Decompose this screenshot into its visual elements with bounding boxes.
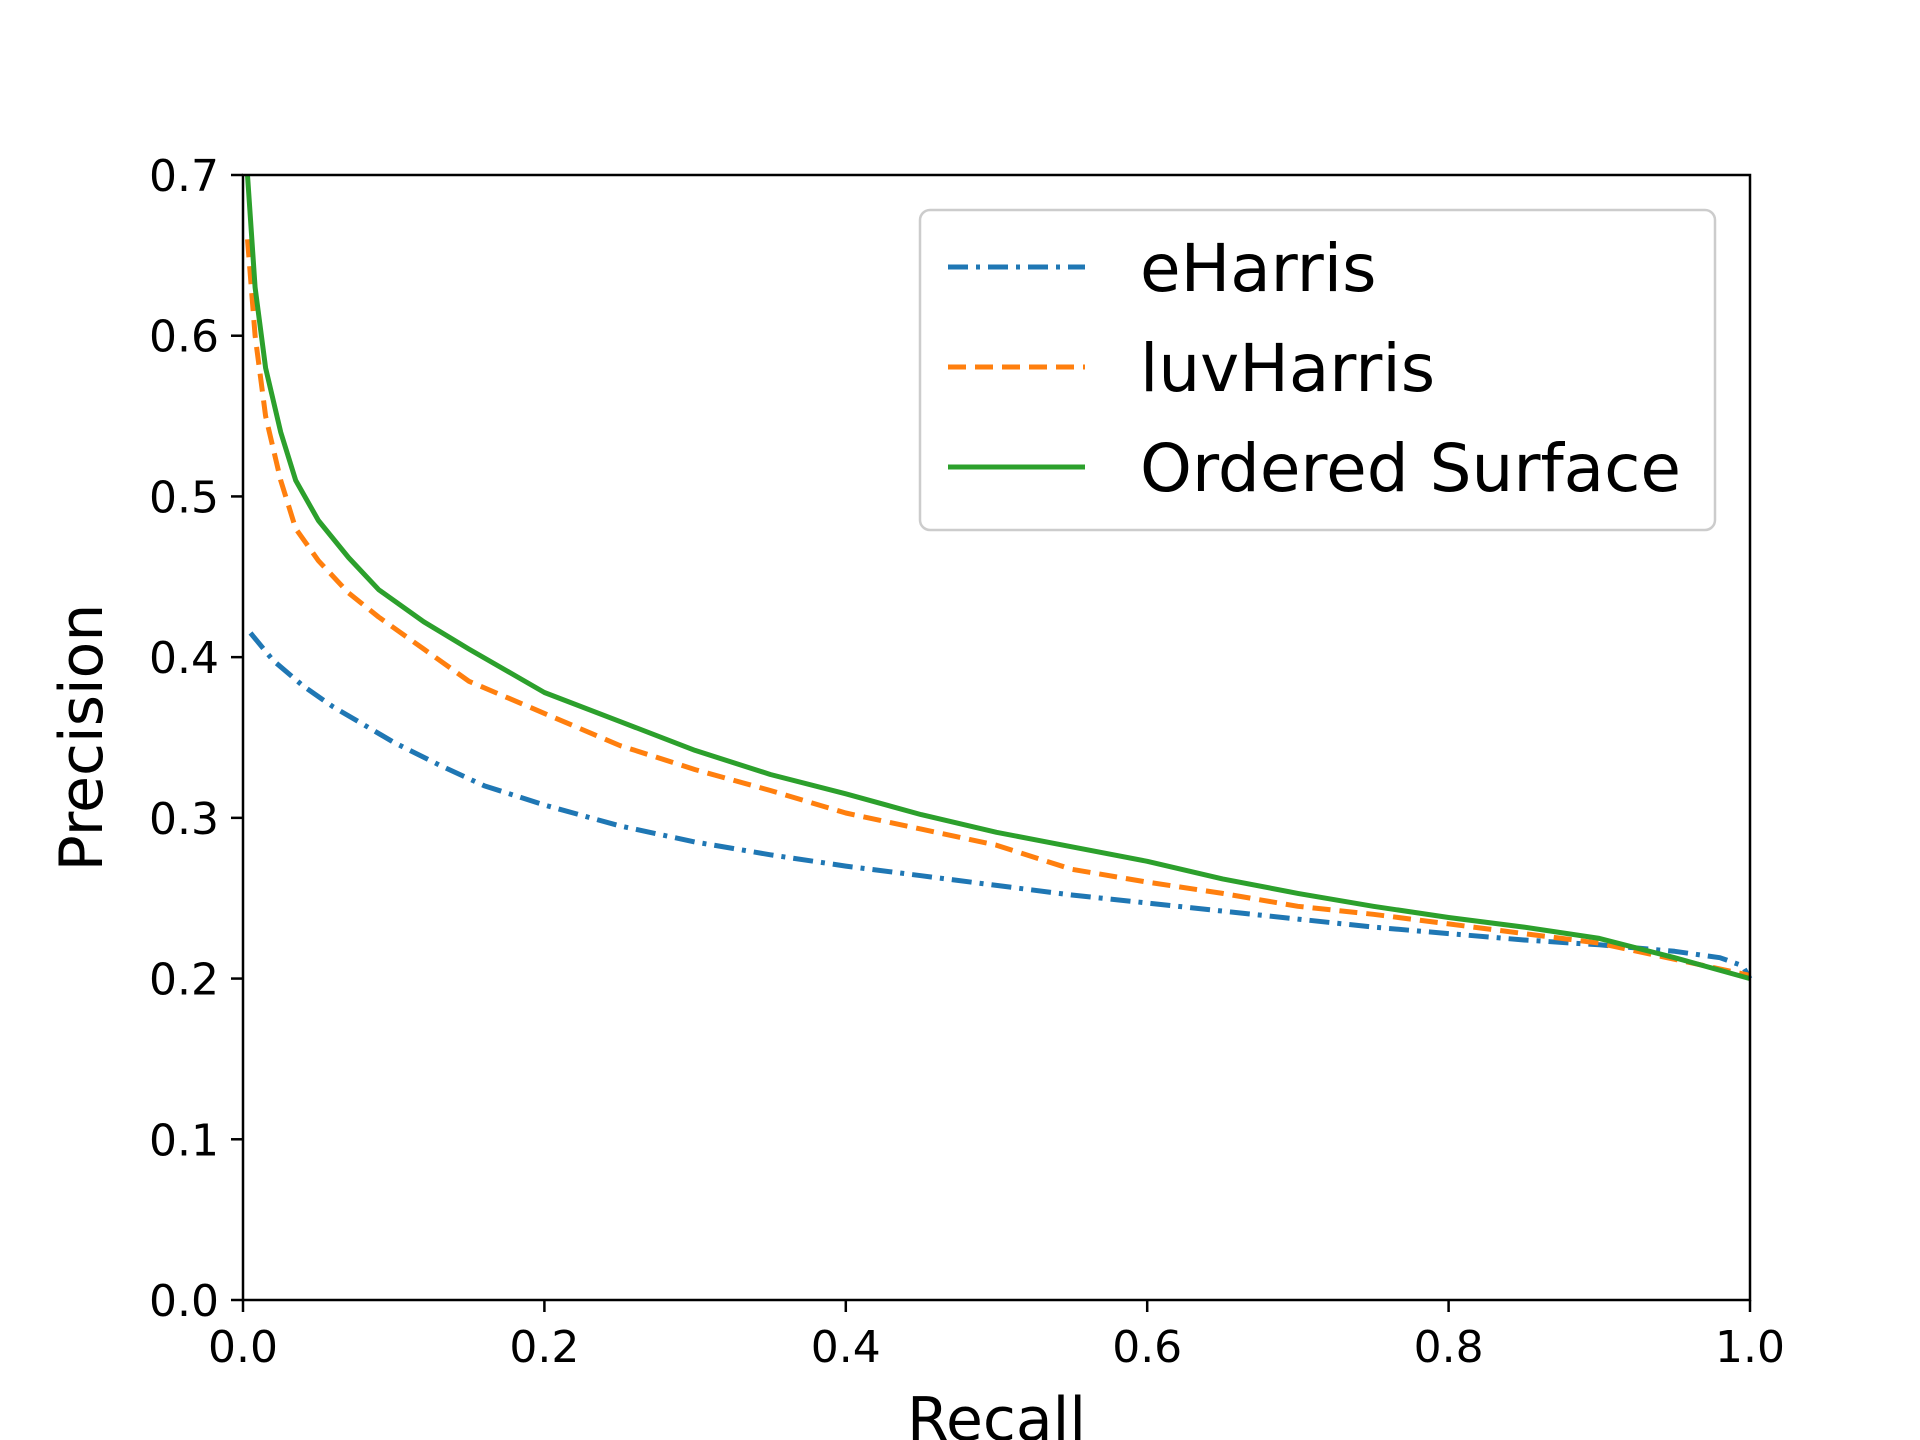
x-tick-label: 0.6 [1112, 1322, 1182, 1373]
x-tick-label: 0.2 [509, 1322, 579, 1373]
plot-lines [245, 174, 1753, 982]
x-tick-label: 0.0 [208, 1322, 278, 1373]
y-tick-label: 0.1 [149, 1115, 219, 1166]
y-axis-ticks: 0.0 0.1 0.2 0.3 0.4 0.5 0.6 0.7 [149, 151, 243, 1327]
x-tick-label: 0.8 [1414, 1322, 1484, 1373]
series-line [245, 239, 1751, 978]
series-line [245, 174, 1751, 982]
y-tick-label: 0.3 [149, 794, 219, 845]
y-tick-label: 0.2 [149, 955, 219, 1006]
legend-box [918, 208, 1717, 532]
legend-label: eHarris [1140, 230, 1377, 307]
x-tick-label: 1.0 [1715, 1322, 1785, 1373]
legend-label: Ordered Surface [1140, 430, 1681, 507]
x-tick-label: 0.4 [811, 1322, 881, 1373]
x-axis-ticks: 0.0 0.2 0.4 0.6 0.8 1.0 [208, 1300, 1785, 1373]
legend: eHarris luvHarris Ordered Surface [918, 208, 1717, 532]
y-axis-title: Precision [47, 604, 117, 872]
y-tick-label: 0.7 [149, 151, 219, 202]
y-tick-label: 0.4 [149, 633, 219, 684]
y-tick-label: 0.0 [149, 1276, 219, 1327]
y-tick-label: 0.6 [149, 312, 219, 363]
y-tick-label: 0.5 [149, 472, 219, 523]
legend-label: luvHarris [1140, 330, 1435, 407]
plot-frame [241, 173, 1752, 1302]
series-line [248, 631, 1753, 980]
x-axis-title: Recall [907, 1385, 1086, 1440]
